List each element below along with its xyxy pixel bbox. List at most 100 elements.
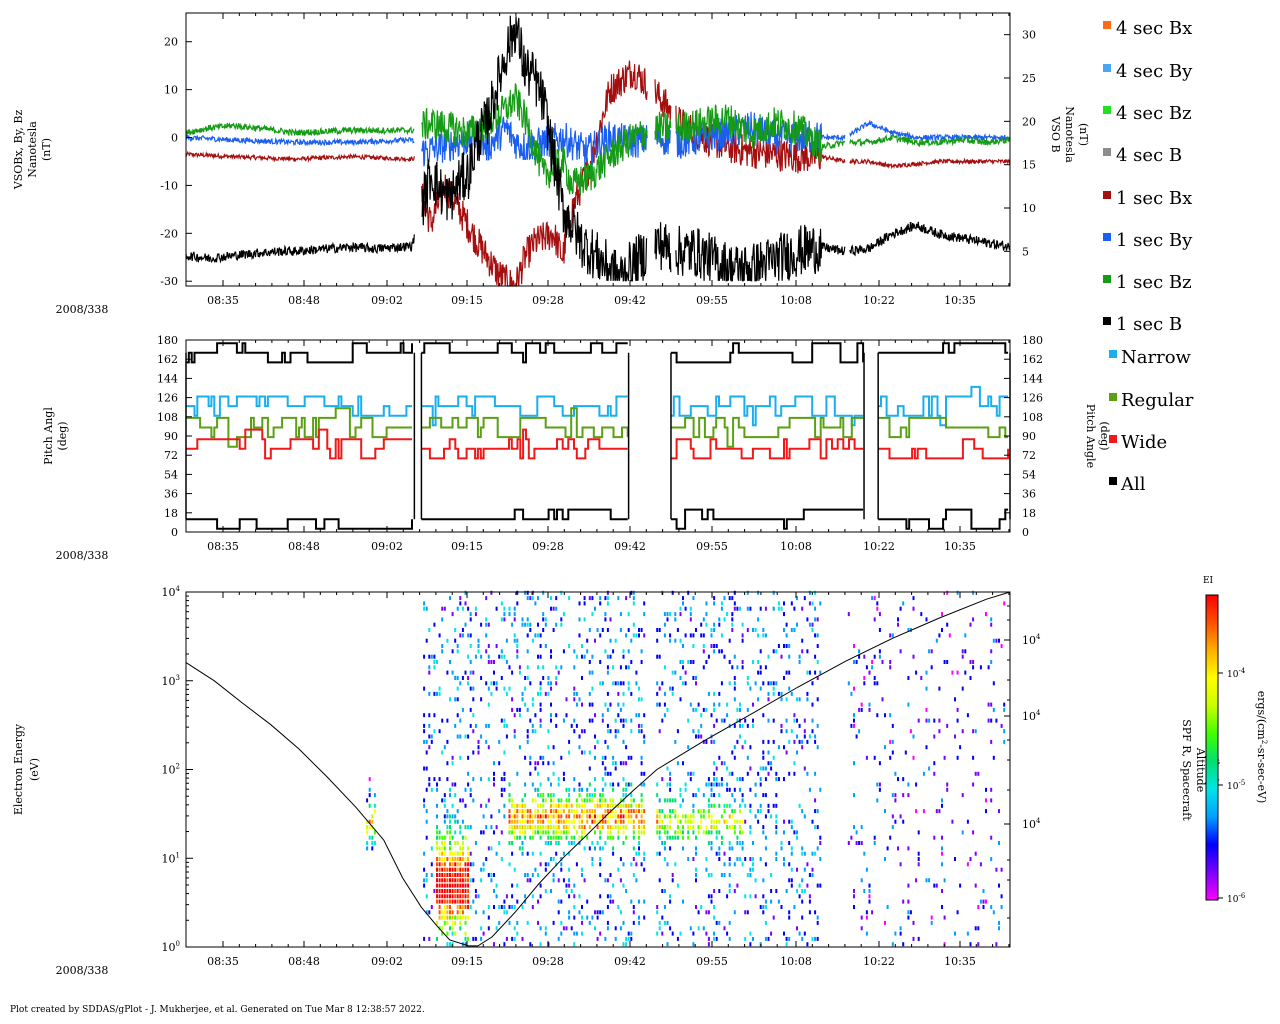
spectro-pixel: [666, 862, 669, 867]
spectro-pixel: [513, 905, 516, 909]
spectro-pixel: [518, 830, 521, 835]
legend-swatch: [1103, 148, 1111, 156]
spectro-pixel: [583, 601, 586, 606]
spectro-pixel: [684, 633, 687, 638]
spectro-pixel: [461, 676, 464, 680]
spectro-pixel: [930, 649, 933, 654]
spectro-pixel: [622, 739, 625, 744]
spectro-pixel: [995, 942, 998, 947]
spectro-pixel: [752, 857, 754, 861]
spectro-pixel: [752, 841, 754, 845]
spectro-pixel: [526, 809, 529, 814]
spectro-pixel: [695, 734, 697, 739]
spectro-pixel: [790, 819, 793, 824]
spectro-pixel: [443, 899, 446, 904]
spectro-pixel: [451, 612, 454, 617]
spectro-pixel: [456, 734, 459, 739]
spectro-pixel: [513, 713, 516, 718]
spectro-pixel: [956, 755, 959, 760]
spectro-pixel: [622, 942, 625, 947]
spectro-pixel: [596, 841, 599, 845]
spectro-pixel: [449, 793, 451, 798]
spectro-pixel: [588, 846, 591, 851]
y-tick-label-right: 104: [1022, 633, 1041, 647]
spectro-pixel: [441, 878, 444, 883]
spectro-pixel: [516, 814, 519, 819]
spectro-pixel: [656, 691, 659, 696]
spectro-pixel: [718, 617, 721, 622]
spectro-pixel: [925, 745, 928, 750]
spectro-pixel: [472, 670, 475, 675]
spectro-pixel: [806, 739, 809, 744]
spectro-pixel: [622, 702, 625, 707]
spectro-pixel: [853, 686, 855, 691]
spectro-pixel: [625, 814, 628, 819]
spectro-pixel: [542, 612, 545, 617]
y-tick-label-right: 108: [1022, 411, 1043, 424]
spectro-pixel: [752, 862, 754, 867]
spectro-pixel: [752, 936, 754, 941]
spectro-pixel: [498, 905, 501, 909]
spectro-pixel: [757, 670, 760, 675]
spectro-pixel: [733, 601, 736, 606]
spectro-pixel: [632, 819, 635, 824]
spectro-pixel: [661, 889, 664, 893]
spectro-pixel: [552, 835, 555, 840]
spectro-pixel: [632, 920, 635, 925]
spectro-pixel: [640, 862, 643, 867]
spectro-pixel: [508, 819, 511, 824]
spectro-pixel: [700, 809, 703, 814]
spectro-pixel: [474, 841, 477, 845]
spectro-pixel: [790, 851, 793, 856]
spectro-pixel: [539, 819, 542, 824]
spectro-pixel: [575, 931, 578, 936]
spectro-pixel: [663, 612, 666, 617]
spectro-pixel: [656, 654, 659, 659]
spectro-pixel: [770, 931, 773, 936]
spectro-pixel: [469, 612, 472, 617]
spectro-pixel: [731, 617, 734, 622]
spectro-pixel: [671, 670, 674, 675]
spectro-pixel: [941, 905, 943, 909]
spectro-pixel: [443, 745, 446, 750]
spectro-pixel: [658, 825, 661, 830]
spectro-pixel: [790, 691, 793, 696]
spectro-pixel: [557, 819, 560, 824]
y-tick-label: 162: [157, 353, 178, 366]
spectro-pixel: [705, 622, 708, 627]
spectro-pixel: [511, 803, 514, 808]
spectro-pixel: [503, 899, 506, 904]
spectro-pixel: [537, 622, 539, 627]
spectro-pixel: [542, 665, 545, 670]
spectro-pixel: [759, 777, 762, 782]
spectro-pixel: [547, 793, 550, 798]
spectro-pixel: [601, 787, 604, 792]
spectro-pixel: [612, 649, 615, 654]
spectro-pixel: [640, 771, 643, 776]
spectro-pixel: [518, 707, 521, 712]
spectro-pixel: [428, 723, 431, 728]
spectro-pixel: [700, 723, 703, 728]
spectro-pixel: [625, 596, 628, 601]
spectro-pixel: [775, 889, 778, 893]
spectro-pixel: [661, 681, 664, 686]
spectro-pixel: [539, 633, 542, 638]
spectro-pixel: [656, 782, 659, 787]
spectro-pixel: [550, 681, 552, 686]
spectro-pixel: [819, 857, 822, 861]
spectro-pixel: [798, 697, 801, 702]
spectro-pixel: [1003, 739, 1006, 744]
spectro-pixel: [438, 830, 441, 835]
spectro-pixel: [568, 825, 571, 830]
x-tick-label: 10:08: [780, 955, 812, 968]
spectro-pixel: [728, 920, 731, 925]
spectro-pixel: [591, 670, 594, 675]
spectro-pixel: [443, 862, 446, 867]
spectro-pixel: [788, 862, 791, 867]
spectro-pixel: [674, 814, 677, 819]
spectro-pixel: [454, 889, 457, 893]
spectro-pixel: [467, 883, 470, 888]
spectro-pixel: [713, 702, 716, 707]
series-all-high: [186, 342, 1009, 364]
spectro-pixel: [555, 713, 558, 718]
